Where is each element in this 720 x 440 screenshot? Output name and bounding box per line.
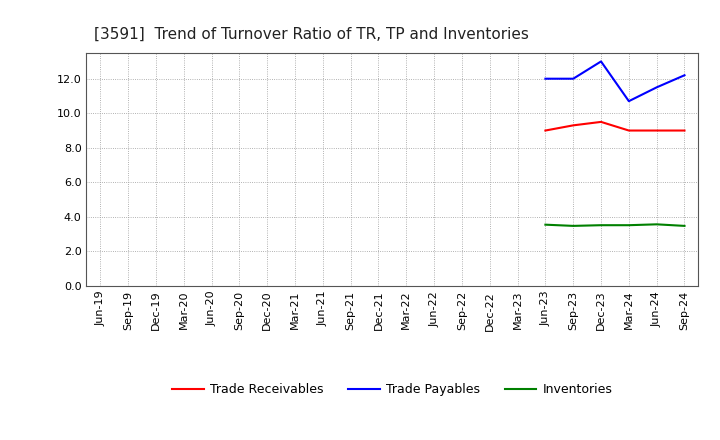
Inventories bbox=[541, 222, 550, 227]
Line: Trade Payables: Trade Payables bbox=[546, 62, 685, 101]
Inventories bbox=[624, 223, 633, 228]
Text: [3591]  Trend of Turnover Ratio of TR, TP and Inventories: [3591] Trend of Turnover Ratio of TR, TP… bbox=[94, 26, 528, 41]
Trade Receivables bbox=[541, 128, 550, 133]
Trade Receivables bbox=[569, 123, 577, 128]
Trade Payables bbox=[680, 73, 689, 78]
Trade Payables bbox=[597, 59, 606, 64]
Trade Receivables bbox=[680, 128, 689, 133]
Inventories bbox=[569, 223, 577, 228]
Inventories bbox=[652, 222, 661, 227]
Line: Inventories: Inventories bbox=[546, 224, 685, 226]
Inventories bbox=[597, 223, 606, 228]
Trade Receivables bbox=[652, 128, 661, 133]
Line: Trade Receivables: Trade Receivables bbox=[546, 122, 685, 131]
Trade Payables bbox=[541, 76, 550, 81]
Trade Receivables bbox=[624, 128, 633, 133]
Trade Payables bbox=[624, 99, 633, 104]
Legend: Trade Receivables, Trade Payables, Inventories: Trade Receivables, Trade Payables, Inven… bbox=[168, 378, 617, 401]
Trade Payables bbox=[652, 85, 661, 90]
Trade Payables bbox=[569, 76, 577, 81]
Trade Receivables bbox=[597, 119, 606, 125]
Inventories bbox=[680, 223, 689, 228]
